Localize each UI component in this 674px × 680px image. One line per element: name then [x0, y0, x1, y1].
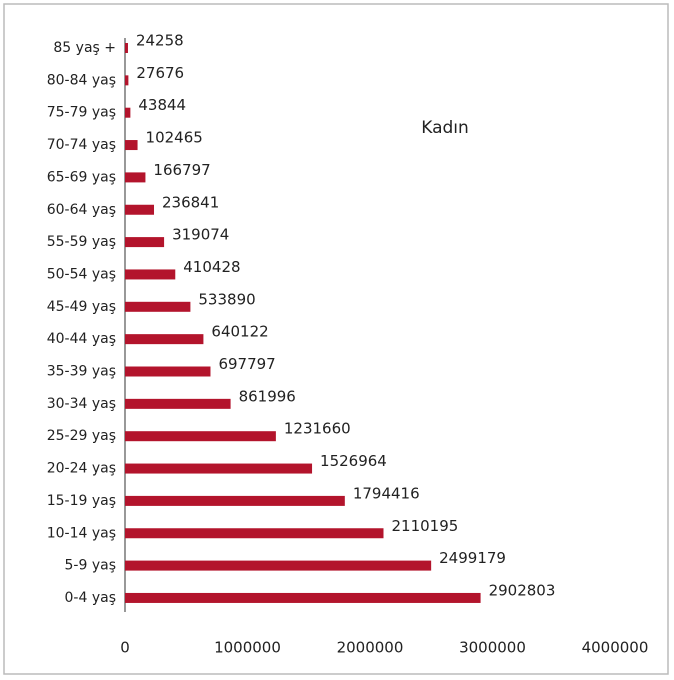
data-label: 1794416: [353, 484, 420, 502]
data-label: 102465: [146, 129, 203, 147]
data-label: 640122: [211, 323, 268, 341]
x-tick-label: 1000000: [214, 639, 281, 657]
y-tick-label: 60-64 yaş: [47, 202, 116, 218]
bar: [125, 560, 432, 571]
y-tick-label: 0-4 yaş: [65, 590, 116, 606]
data-label: 2902803: [489, 581, 556, 599]
y-tick-label: 65-69 yaş: [47, 169, 116, 185]
y-tick-label: 55-59 yaş: [47, 234, 116, 250]
chart-title: Kadın: [421, 118, 469, 138]
bar: [125, 43, 128, 53]
data-label: 24258: [136, 32, 184, 50]
bar: [125, 107, 131, 118]
y-tick-label: 5-9 yaş: [65, 558, 116, 574]
y-tick-label: 35-39 yaş: [47, 364, 116, 380]
data-label: 410428: [183, 258, 240, 276]
bar: [125, 334, 204, 345]
data-label: 319074: [172, 226, 229, 244]
data-label: 236841: [162, 193, 219, 211]
bar: [125, 301, 191, 312]
data-label: 697797: [218, 355, 275, 373]
bar: [125, 528, 384, 539]
bar: [125, 204, 155, 215]
y-tick-label: 45-49 yaş: [47, 299, 116, 315]
data-label: 1526964: [320, 452, 387, 470]
bar: [125, 495, 345, 506]
data-label: 861996: [239, 387, 296, 405]
x-tick-label: 4000000: [582, 639, 649, 657]
y-tick-label: 25-29 yaş: [47, 428, 116, 444]
x-tick-label: 3000000: [459, 639, 526, 657]
y-tick-label: 85 yaş +: [53, 40, 116, 56]
bar: [125, 398, 231, 409]
data-label: 2499179: [439, 549, 506, 567]
y-tick-label: 75-79 yaş: [47, 105, 116, 121]
y-tick-label: 40-44 yaş: [47, 331, 116, 347]
data-label: 533890: [198, 290, 255, 308]
x-tick-label: 2000000: [337, 639, 404, 657]
bar: [125, 237, 165, 248]
bar: [125, 140, 138, 151]
bar: [125, 592, 481, 603]
bar: [125, 269, 176, 280]
bar: [125, 463, 313, 474]
data-label: 27676: [136, 64, 184, 82]
y-tick-label: 50-54 yaş: [47, 266, 116, 282]
data-label: 166797: [153, 161, 210, 179]
y-tick-label: 15-19 yaş: [47, 493, 116, 509]
y-tick-label: 30-34 yaş: [47, 396, 116, 412]
data-label: 1231660: [284, 420, 351, 438]
data-label: 43844: [138, 96, 186, 114]
x-tick-label: 0: [120, 639, 130, 657]
bar: [125, 431, 276, 442]
bar: [125, 75, 129, 86]
y-tick-label: 20-24 yaş: [47, 461, 116, 477]
bar: [125, 172, 146, 183]
y-tick-label: 10-14 yaş: [47, 525, 116, 541]
bar: [125, 366, 211, 377]
y-tick-label: 80-84 yaş: [47, 72, 116, 88]
data-label: 2110195: [391, 517, 458, 535]
y-tick-label: 70-74 yaş: [47, 137, 116, 153]
